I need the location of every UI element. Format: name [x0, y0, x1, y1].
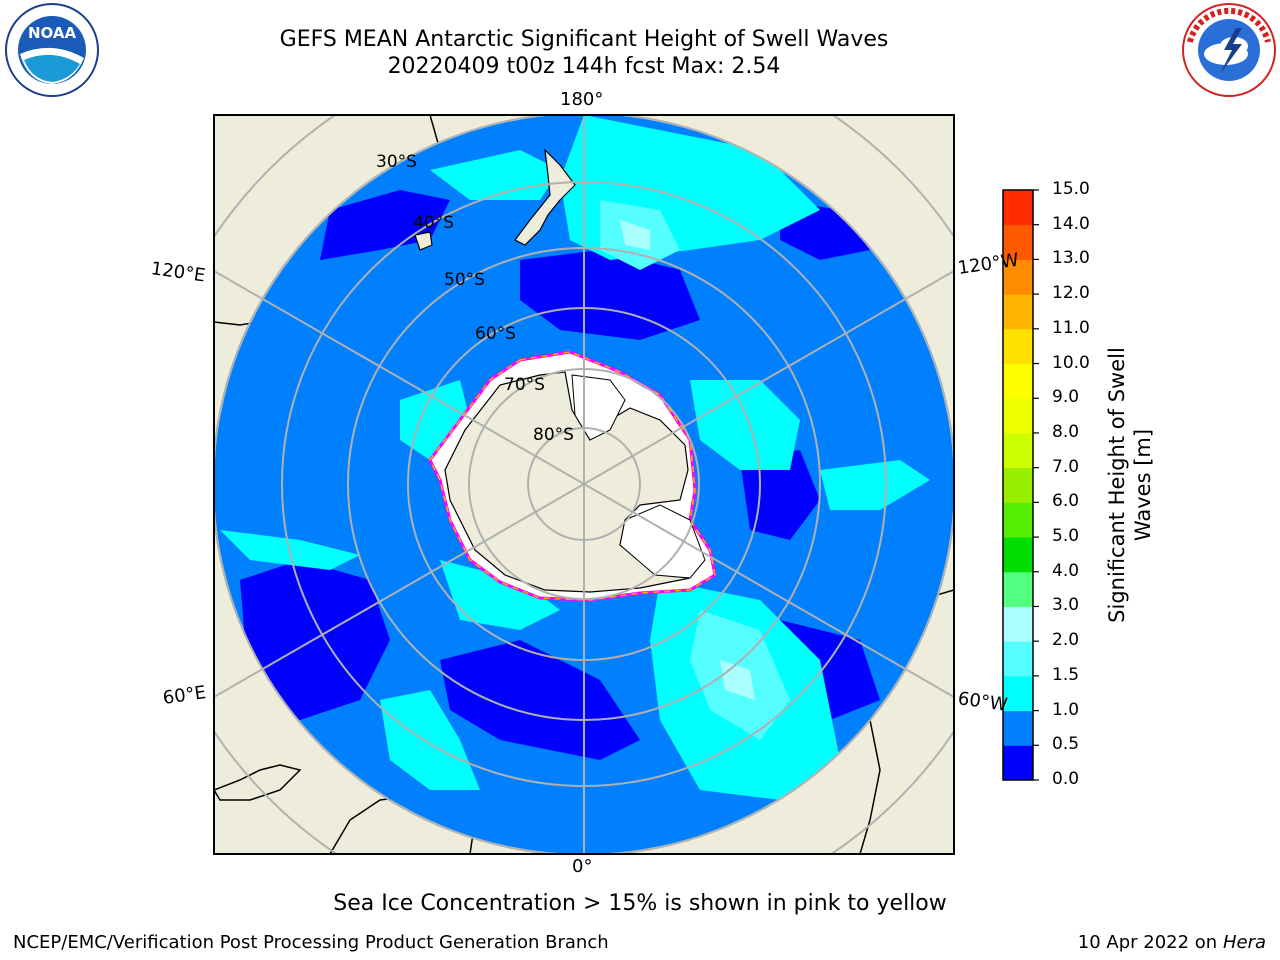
colorbar-tick-label: 14.0: [1052, 213, 1090, 234]
colorbar-tick-label: 6.0: [1052, 491, 1080, 512]
colorbar-bin: [1003, 294, 1033, 330]
colorbar-tick-label: 15.0: [1052, 179, 1090, 199]
swell-2-3m-region: [620, 220, 650, 250]
map-frame: [213, 114, 955, 855]
credit-host: Hera: [1222, 932, 1266, 953]
weddell-ice-shelf: [619, 504, 706, 579]
lat-label-30s: 30°S: [376, 152, 417, 172]
colorbar-tick-label: 11.0: [1052, 317, 1090, 338]
graticule: [214, 115, 954, 854]
colorbar-bin: [1003, 190, 1033, 226]
colorbar-tick-label: 0.0: [1052, 769, 1080, 789]
colorbar: [1002, 189, 1039, 781]
swell-1-1.5m-region: [400, 380, 470, 460]
lon-label-0: 0°: [572, 856, 593, 877]
colorbar-bin: [1003, 571, 1033, 607]
swell-1-1.5m-region: [380, 690, 480, 790]
colorbar-bin: [1003, 537, 1033, 573]
sea-ice-edge: [429, 351, 716, 601]
colorbar-tick-label: 2.0: [1052, 630, 1080, 651]
colorbar-tick-label: 12.0: [1052, 283, 1090, 304]
colorbar-bin: [1003, 398, 1033, 434]
colorbar-bin: [1003, 710, 1033, 746]
colorbar-bin: [1003, 745, 1033, 781]
colorbar-bin: [1003, 675, 1033, 712]
noaa-logo-icon: NOAA: [5, 3, 99, 97]
lat-label-80s: 80°S: [533, 425, 574, 445]
colorbar-tick-label: 13.0: [1052, 248, 1090, 269]
low-swell-region: [520, 250, 700, 340]
colorbar-tick-label: 8.0: [1052, 421, 1080, 442]
colorbar-tick-label: 4.0: [1052, 560, 1080, 581]
colorbar-bin: [1003, 606, 1033, 642]
colorbar-frame: [1002, 189, 1034, 781]
swell-1-1.5m-region: [690, 380, 800, 470]
swell-1-1.5m-region: [440, 560, 560, 630]
colorbar-bin: [1003, 641, 1033, 677]
colorbar-bin: [1003, 224, 1033, 260]
madagascar-landmass: [214, 764, 302, 801]
credit-date: 10 Apr 2022 on: [1077, 932, 1223, 953]
credit-right: 10 Apr 2022 on Hera: [1078, 932, 1266, 953]
colorbar-tick-label: 9.0: [1052, 387, 1080, 408]
nws-logo-icon: [1182, 3, 1276, 97]
tasmania-landmass: [414, 231, 433, 251]
credit-left: NCEP/EMC/Verification Post Processing Pr…: [13, 932, 609, 953]
lat-label-70s: 70°S: [504, 375, 545, 395]
colorbar-tick-label: 10.0: [1052, 352, 1090, 373]
ross-ice-shelf: [571, 374, 626, 441]
chart-title: GEFS MEAN Antarctic Significant Height o…: [279, 27, 889, 52]
colorbar-tick-label: 1.0: [1052, 699, 1080, 720]
lat-label-50s: 50°S: [444, 270, 485, 290]
colorbar-bin: [1003, 328, 1033, 365]
sea-ice-footnote: Sea Ice Concentration > 15% is shown in …: [333, 891, 947, 916]
colorbar-bin: [1003, 259, 1033, 295]
colorbar-tick-label: 3.0: [1052, 595, 1080, 616]
lon-label-180: 180°: [560, 89, 604, 110]
colorbar-title: Significant Height of Swell Waves [m]: [1105, 347, 1155, 623]
colorbar-tick-label: 5.0: [1052, 526, 1080, 547]
colorbar-bin: [1003, 467, 1033, 503]
colorbar-tick-label: 7.0: [1052, 456, 1080, 477]
svg-text:NOAA: NOAA: [28, 24, 77, 42]
colorbar-bin: [1003, 502, 1033, 538]
low-swell-region: [440, 640, 640, 760]
lat-label-60s: 60°S: [475, 324, 516, 344]
colorbar-bin: [1003, 432, 1033, 469]
swell-1-1.5m-region: [820, 460, 930, 510]
lat-label-40s: 40°S: [413, 213, 454, 233]
colorbar-tick-label: 1.5: [1052, 664, 1080, 685]
colorbar-bin: [1003, 363, 1033, 399]
colorbar-tick-label: 0.5: [1052, 734, 1080, 755]
chart-subtitle: 20220409 t00z 144h fcst Max: 2.54: [387, 54, 781, 79]
